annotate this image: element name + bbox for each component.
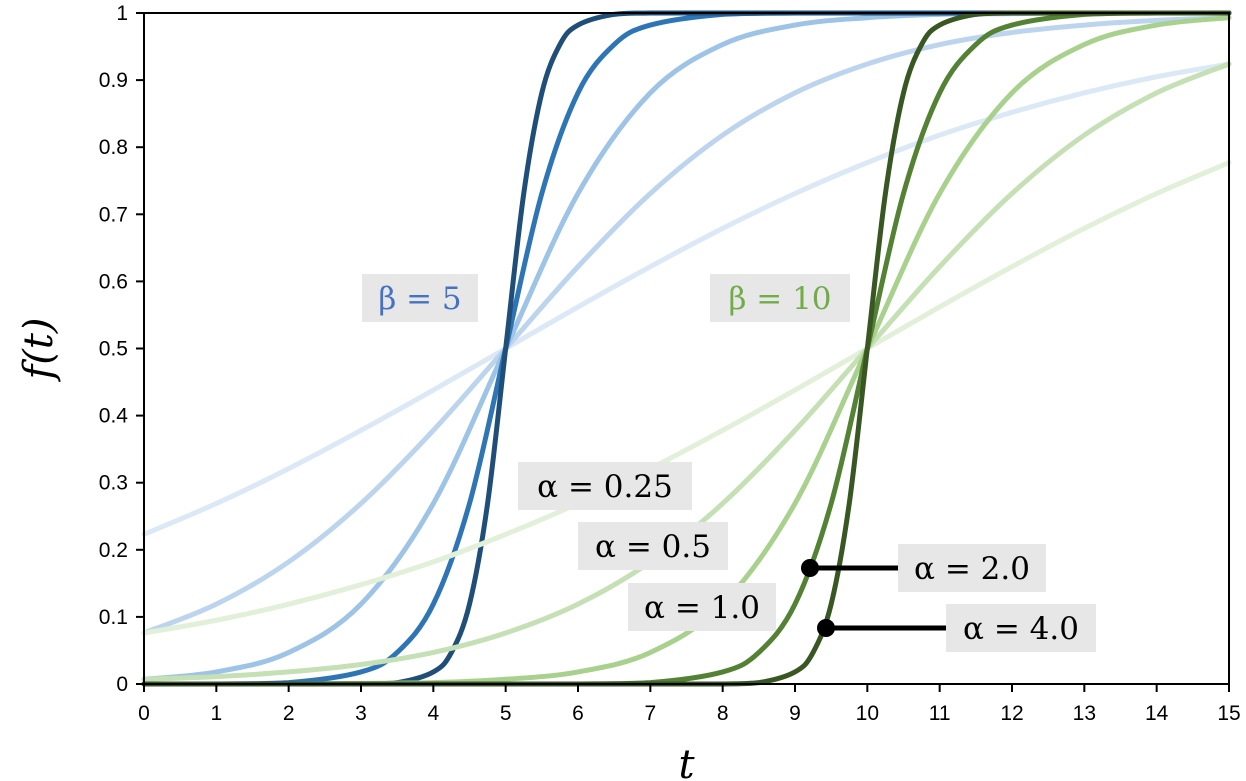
annotation-label-a025: α = 0.25 [537,469,673,505]
x-tick-label: 10 [856,702,879,725]
x-tick-label: 11 [929,702,951,725]
annotation-marker-a20 [801,559,819,577]
series-line-1 [141,15,1232,636]
y-tick-label: 0.5 [99,338,128,361]
y-tick-label: 0.6 [99,270,128,293]
annotation-box-a20 [898,544,1046,592]
series-line-0 [141,61,1232,537]
annotation-box-a025 [518,462,692,510]
y-tick-label: 0.2 [99,539,128,562]
x-tick-label: 14 [1145,702,1169,725]
y-tick-label: 1 [116,2,128,25]
y-axis-title: f(t) [16,317,62,382]
annotation-label-beta10: β = 10 [728,281,831,317]
x-tick-label: 5 [500,702,512,725]
x-tick-label: 7 [644,702,656,725]
y-tick-label: 0.8 [99,136,128,159]
annotation-marker-a40 [817,619,835,637]
y-tick-label: 0.3 [99,472,128,495]
annotation-label-a05: α = 0.5 [595,529,711,565]
annotation-label-a40: α = 4.0 [963,611,1079,647]
annotation-box-a05 [578,522,728,570]
x-tick-label: 4 [427,702,439,725]
x-tick-label: 9 [789,702,801,725]
x-tick-label: 13 [1073,702,1096,725]
x-tick-label: 1 [210,702,222,725]
y-tick-label: 0.4 [99,405,129,428]
annotation-label-beta5: β = 5 [378,281,461,317]
x-tick-label: 2 [283,702,295,725]
x-tick-label: 12 [1000,702,1023,725]
y-tick-label: 0.9 [99,69,128,92]
annotation-label-a20: α = 2.0 [914,551,1030,587]
x-tick-label: 3 [355,702,367,725]
annotation-label-a10: α = 1.0 [644,590,760,626]
annotation-box-beta10 [710,274,850,322]
annotation-box-beta5 [362,274,478,322]
y-tick-label: 0 [116,673,128,696]
tick-layer: 0 1 2 3 4 5 6 7 8 9 10 11 12 13 14 1500.10.20.30.40.50.… [99,2,1241,725]
x-tick-label: 8 [717,702,729,725]
series-line-5 [141,160,1232,636]
y-tick-label: 0.1 [99,606,128,629]
x-tick-label: 0 [138,702,150,725]
x-tick-label: 6 [572,702,584,725]
annotation-box-a40 [946,604,1096,652]
series-line-6 [141,61,1232,682]
annotation-box-a10 [628,583,776,631]
x-axis-title: t [678,742,695,781]
y-tick-label: 0.7 [99,203,128,226]
x-tick-label: 15 [1217,702,1240,725]
annotation-layer: β = 5 β = 10 α = 0.25 α = 0.5 α = 1.0 α = 2.0… [362,274,1096,652]
